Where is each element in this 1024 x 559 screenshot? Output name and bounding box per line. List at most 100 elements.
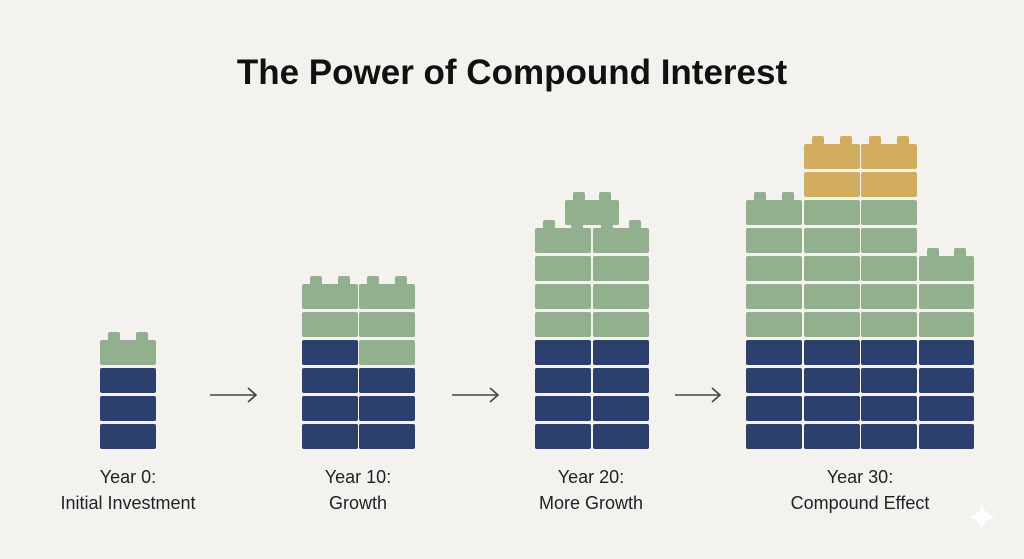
block — [919, 424, 974, 449]
block — [919, 396, 974, 421]
block — [746, 256, 802, 281]
block — [100, 424, 156, 449]
block — [359, 424, 415, 449]
stage-caption: More Growth — [539, 493, 643, 513]
block-stud — [573, 192, 585, 201]
block — [919, 312, 974, 337]
block — [919, 368, 974, 393]
block — [804, 228, 860, 253]
block — [593, 368, 649, 393]
arrow — [452, 387, 500, 403]
block — [804, 172, 860, 197]
block — [804, 284, 860, 309]
block — [746, 340, 802, 365]
stage-caption: Compound Effect — [791, 493, 930, 513]
stage-year: Year 0: — [100, 467, 156, 487]
block — [861, 144, 917, 169]
arrow — [210, 387, 258, 403]
block — [302, 284, 358, 309]
block-stud — [754, 192, 766, 201]
block — [535, 284, 591, 309]
block-stud — [927, 248, 939, 257]
block — [302, 424, 358, 449]
block-stud — [840, 136, 852, 145]
block — [100, 340, 156, 365]
block — [746, 368, 802, 393]
block — [593, 228, 649, 253]
block-stud — [599, 192, 611, 201]
block — [593, 340, 649, 365]
block — [861, 200, 917, 225]
block — [804, 312, 860, 337]
block — [746, 284, 802, 309]
stage-caption: Growth — [329, 493, 387, 513]
block — [861, 340, 917, 365]
block — [861, 172, 917, 197]
block — [593, 396, 649, 421]
block — [302, 312, 358, 337]
block — [919, 256, 974, 281]
stage-caption: Initial Investment — [60, 493, 195, 513]
block — [100, 368, 156, 393]
block — [919, 284, 974, 309]
block — [302, 340, 358, 365]
block — [593, 312, 649, 337]
block-stud — [338, 276, 350, 285]
block — [302, 368, 358, 393]
block — [535, 396, 591, 421]
block — [593, 424, 649, 449]
block — [861, 256, 917, 281]
block — [861, 228, 917, 253]
block — [804, 144, 860, 169]
block — [861, 396, 917, 421]
block — [535, 368, 591, 393]
block — [565, 200, 619, 225]
block — [804, 200, 860, 225]
block — [804, 368, 860, 393]
block — [804, 340, 860, 365]
block — [100, 396, 156, 421]
blocks — [100, 136, 974, 449]
block-stud — [136, 332, 148, 341]
block-stud — [897, 136, 909, 145]
block — [535, 340, 591, 365]
block — [593, 284, 649, 309]
block-stud — [869, 136, 881, 145]
block-stud — [108, 332, 120, 341]
block — [535, 424, 591, 449]
stage-year: Year 20: — [558, 467, 624, 487]
block — [302, 396, 358, 421]
block — [359, 396, 415, 421]
block — [746, 396, 802, 421]
block-stud — [310, 276, 322, 285]
block — [861, 368, 917, 393]
block — [746, 424, 802, 449]
block-stud — [543, 220, 555, 229]
block-stud — [629, 220, 641, 229]
block — [804, 396, 860, 421]
block — [535, 312, 591, 337]
block — [861, 424, 917, 449]
block — [861, 284, 917, 309]
title: The Power of Compound Interest — [237, 53, 788, 92]
block — [535, 256, 591, 281]
sparkle-icon — [968, 503, 996, 531]
block — [804, 256, 860, 281]
stage-year: Year 30: — [827, 467, 893, 487]
block-stud — [395, 276, 407, 285]
block — [359, 284, 415, 309]
block — [746, 200, 802, 225]
arrow — [675, 387, 722, 403]
block — [746, 312, 802, 337]
block — [359, 368, 415, 393]
stage-year: Year 10: — [325, 467, 391, 487]
block-stud — [367, 276, 379, 285]
block — [535, 228, 591, 253]
block — [804, 424, 860, 449]
block — [861, 312, 917, 337]
block-stud — [812, 136, 824, 145]
block-stud — [954, 248, 966, 257]
block — [919, 340, 974, 365]
block — [359, 340, 415, 365]
